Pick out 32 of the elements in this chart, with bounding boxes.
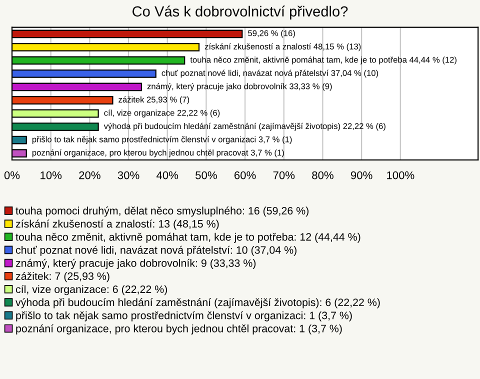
legend-label: zážitek: 7 (25,93 %) [16, 272, 110, 282]
legend-label: cíl, vize organizace: 6 (22,22 %) [16, 285, 167, 296]
legend-label: výhoda při budoucím hledání zaměstnání (zajímavější životopis): 6 (22,22 %) [16, 298, 380, 308]
legend-label: přišlo to tak nějak samo prostřednictvím členství v organizaci: 1 (3,7 %) [16, 311, 352, 322]
x-tick-label: 70% [273, 171, 295, 180]
legend-label: získání zkušeností a znalostí: 13 (48,15 %) [16, 220, 219, 230]
legend-label: touha něco změnit, aktivně pomáhat tam, kde je to potřeba: 12 (44,44 %) [16, 232, 360, 243]
data-label: výhoda při budoucím hledání zaměstnání (zajímavější životopis) 22,22 % (6) [104, 122, 386, 131]
data-label: chuť poznat nové lidi, navázat nová přátelství 37,04 % (10) [162, 70, 378, 78]
data-label: přišlo to tak nějak samo prostřednictvím členství v organizaci 3,7 % (1) [32, 136, 292, 144]
data-label: známý, který pracuje jako dobrovolník 33,33 % (9) [147, 83, 332, 91]
x-tick-label: 100% [387, 171, 414, 180]
data-label: získání zkušeností a znalostí 48,15 % (13) [204, 43, 361, 52]
data-label: touha něco změnit, aktivně pomáhat tam, kde je to potřeba 44,44 % (12) [190, 56, 456, 64]
x-tick-label: 50% [196, 171, 217, 180]
data-label: poznání organizace, pro kterou bych jednou chtěl pracovat 3,7 % (1) [32, 149, 284, 158]
legend-label: touha pomoci druhým, dělat něco smysluplného: 16 (59,26 %) [16, 206, 308, 217]
x-tick-label: 60% [234, 171, 256, 180]
x-tick-label: 0% [4, 171, 20, 180]
x-tick-label: 20% [79, 171, 100, 180]
chart-title: Co Vás k dobrovolnictví přivedlo? [132, 6, 348, 20]
x-tick-label: 90% [350, 171, 372, 180]
x-tick-label: 80% [312, 171, 334, 180]
data-label: zážitek 25,93 % (7) [118, 96, 190, 104]
legend-label: poznání organizace, pro kterou bych jednou chtěl pracovat: 1 (3,7 %) [16, 324, 342, 334]
x-tick-label: 10% [40, 171, 62, 180]
x-tick-label: 30% [118, 171, 140, 180]
data-label: cíl, vize organizace 22,22 % (6) [104, 110, 220, 118]
legend-label: známý, který pracuje jako dobrovolník: 9 (33,33 %) [16, 258, 256, 269]
legend-label: chuť poznat nové lidi, navázat nová přátelství: 10 (37,04 %) [16, 246, 296, 256]
data-label: 59,26 % (16) [248, 30, 295, 38]
x-tick-label: 40% [156, 171, 178, 180]
